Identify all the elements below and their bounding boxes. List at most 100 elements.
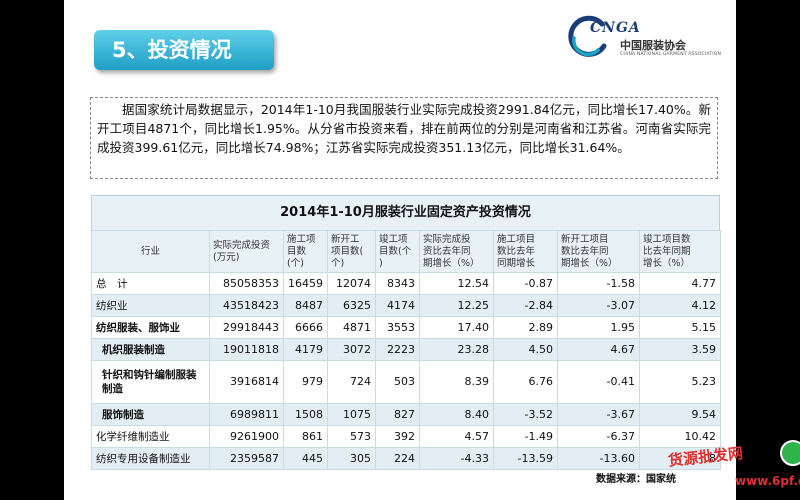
row-label: 总 计 (91, 272, 210, 295)
data-source: 数据来源：国家统 (596, 474, 676, 485)
row-label: 纺织专用设备制造业 (91, 447, 210, 470)
logo-chinese-name: 中国服装协会 (620, 39, 686, 52)
table-cell: 4871 (327, 316, 376, 339)
table-cell: 2223 (375, 338, 420, 361)
summary-paragraph: 据国家统计局数据显示，2014年1-10月我国服装行业实际完成投资2991.84… (90, 97, 718, 179)
table-row: 化学纤维制造业 9261900 861 573 392 4.57 -1.49 -6.37 10.… (91, 425, 721, 448)
row-label: 纺织业 (91, 294, 210, 317)
table-cell: 3553 (375, 316, 420, 339)
table-cell: -0.87 (493, 272, 558, 295)
table-cell: 5.23 (639, 360, 721, 404)
table-title: 2014年1-10月服装行业固定资产投资情况 (91, 195, 720, 230)
table-row: 纺织业 43518423 8487 6325 4174 12.25 -2.84 -3.07 4.… (91, 294, 721, 317)
table-cell: 861 (283, 425, 328, 448)
row-label: 化学纤维制造业 (91, 425, 210, 448)
section-title: 5、投资情况 (94, 30, 274, 70)
table-cell: 4.77 (639, 272, 721, 295)
table-cell: 29918443 (209, 316, 284, 339)
table-cell: 827 (375, 403, 420, 426)
table-cell: 8.39 (419, 360, 494, 404)
table-row: 机织服装制造 19011818 4179 3072 2223 23.28 4.50 4.67 3… (91, 338, 721, 361)
table-cell: 305 (327, 447, 376, 470)
column-header: 新开工 项目数(个) (327, 230, 376, 273)
table-cell: 4.50 (493, 338, 558, 361)
table-cell: 10.42 (639, 425, 721, 448)
table-cell: 503 (375, 360, 420, 404)
table-cell: 573 (327, 425, 376, 448)
row-label: 针织和钩针编制服装制造 (91, 360, 210, 404)
row-label: 服饰制造 (91, 403, 210, 426)
table-cell: 5.15 (639, 316, 721, 339)
table-cell: 17.40 (419, 316, 494, 339)
column-header: 行业 (91, 230, 210, 273)
table-row: 服饰制造 6989811 1508 1075 827 8.40 -3.52 -3.67 9.54 (91, 403, 721, 426)
table-cell: 12.25 (419, 294, 494, 317)
table-cell: -1.49 (493, 425, 558, 448)
table-cell: 85058353 (209, 272, 284, 295)
table-cell: 8343 (375, 272, 420, 295)
table-cell: 979 (283, 360, 328, 404)
column-header: 施工项目 数比去年 同期增长 (493, 230, 558, 273)
table-cell: -2.84 (493, 294, 558, 317)
row-label: 机织服装制造 (91, 338, 210, 361)
table-cell: 23.28 (419, 338, 494, 361)
cnga-swirl-icon (568, 15, 607, 57)
column-header: 竣工项 目数(个) (375, 230, 420, 273)
table-cell: 1075 (327, 403, 376, 426)
table-cell: 8 (639, 447, 721, 470)
table-cell: 9261900 (209, 425, 284, 448)
table-cell: 43518423 (209, 294, 284, 317)
table-cell: -3.52 (493, 403, 558, 426)
data-table: 行业 实际完成投资 (万元) 施工项 目数 (个) 新开工 项目数(个) 竣工项 目数(个) 实际完… (91, 230, 721, 470)
table-row: 针织和钩针编制服装制造 3916814 979 724 503 8.39 6.76 -0.41… (91, 360, 721, 404)
table-cell: -6.37 (557, 425, 640, 448)
table-cell: 1.95 (557, 316, 640, 339)
logo-abbreviation: CNGA (590, 20, 641, 36)
table-cell: 2359587 (209, 447, 284, 470)
table-cell: 4.12 (639, 294, 721, 317)
column-header: 实际完成投 资比去年同 期增长（%） (419, 230, 494, 273)
table-cell: 6325 (327, 294, 376, 317)
table-cell: 9.54 (639, 403, 721, 426)
table-cell: -3.07 (557, 294, 640, 317)
table-row: 纺织专用设备制造业 2359587 445 305 224 -4.33 -13.59 -13.… (91, 447, 721, 470)
cnga-logo: CNGA 中国服装协会 CHINA NATIONAL GARMENT ASSOC… (564, 12, 724, 68)
table-row: 总 计 85058353 16459 12074 8343 12.54 -0.87 -1.58… (91, 272, 721, 295)
table-cell: 2.89 (493, 316, 558, 339)
table-cell: 19011818 (209, 338, 284, 361)
table-row: 纺织服装、服饰业 29918443 6666 4871 3553 17.40 2.89 1.9… (91, 316, 721, 339)
table-cell: -13.60 (557, 447, 640, 470)
column-header: 新开工项目 数比去年同 期增长（%） (557, 230, 640, 273)
table-cell: 3916814 (209, 360, 284, 404)
watermark-url: www.6pf.cn (735, 474, 800, 488)
table-cell: -4.33 (419, 447, 494, 470)
table-cell: 8487 (283, 294, 328, 317)
table-cell: 4174 (375, 294, 420, 317)
table-cell: 224 (375, 447, 420, 470)
column-header: 竣工项目数 比去年同期 增长（%） (639, 230, 721, 273)
column-header: 实际完成投资 (万元) (209, 230, 284, 273)
table-cell: 8.40 (419, 403, 494, 426)
table-cell: 4.57 (419, 425, 494, 448)
table-cell: -3.67 (557, 403, 640, 426)
table-cell: 392 (375, 425, 420, 448)
watermark-badge-icon (780, 440, 800, 466)
table-cell: -0.41 (557, 360, 640, 404)
table-cell: 3072 (327, 338, 376, 361)
table-cell: 12074 (327, 272, 376, 295)
table-cell: -13.59 (493, 447, 558, 470)
table-cell: 6666 (283, 316, 328, 339)
column-header: 施工项 目数 (个) (283, 230, 328, 273)
table-cell: 445 (283, 447, 328, 470)
table-header-row: 行业 实际完成投资 (万元) 施工项 目数 (个) 新开工 项目数(个) 竣工项 目数(个) 实际完… (91, 230, 721, 273)
table-cell: 12.54 (419, 272, 494, 295)
logo-english-name: CHINA NATIONAL GARMENT ASSOCIATION (620, 52, 722, 57)
table-cell: 6989811 (209, 403, 284, 426)
row-label: 纺织服装、服饰业 (91, 316, 210, 339)
investment-table: 2014年1-10月服装行业固定资产投资情况 行业 实际完成投资 (万元) 施工项 目数… (91, 195, 721, 470)
slide: 5、投资情况 CNGA 中国服装协会 CHINA NATIONAL GARMEN… (64, 0, 736, 500)
table-cell: -1.58 (557, 272, 640, 295)
table-cell: 3.59 (639, 338, 721, 361)
table-cell: 724 (327, 360, 376, 404)
table-cell: 16459 (283, 272, 328, 295)
